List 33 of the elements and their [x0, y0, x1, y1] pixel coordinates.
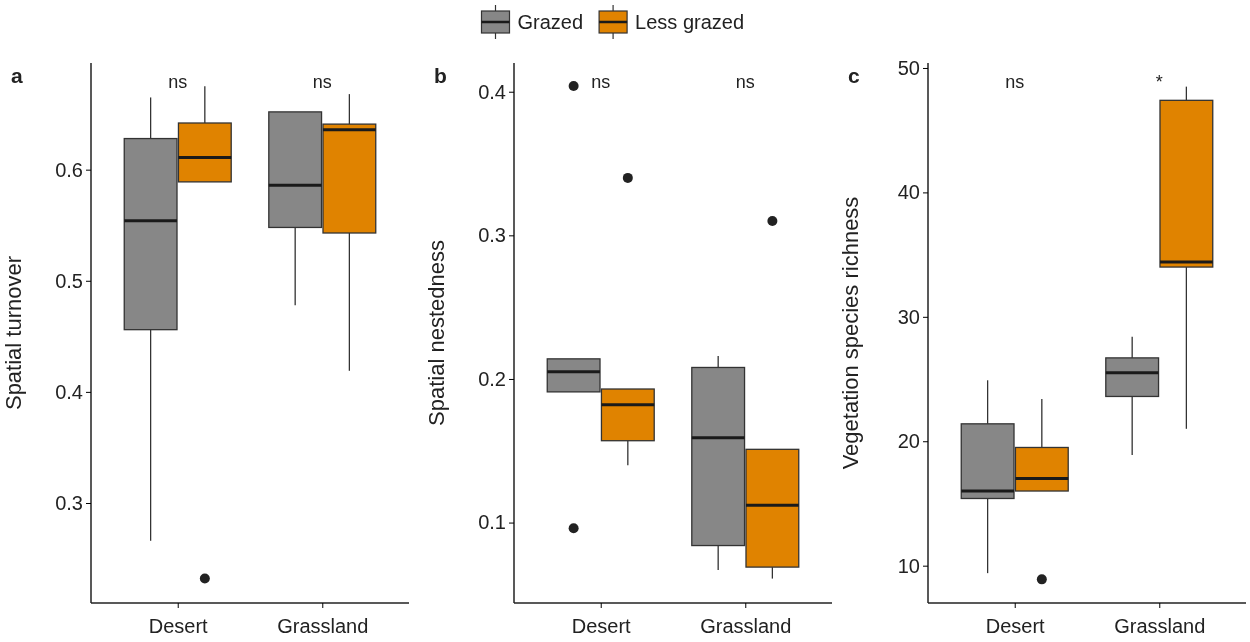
annotation: ns — [591, 72, 611, 92]
chart-title: c — [848, 64, 860, 87]
legend-label: Less grazed — [635, 11, 745, 33]
annotation: ns — [168, 72, 188, 92]
y-tick-label: 50 — [897, 56, 920, 79]
y-tick-label: 10 — [897, 554, 920, 577]
y-tick-label: 30 — [897, 305, 920, 328]
y-tick-label: 20 — [897, 430, 920, 453]
annotation: * — [1155, 72, 1163, 92]
chart-title: b — [434, 64, 447, 87]
chart-title: a — [11, 64, 23, 87]
x-tick-label: Desert — [571, 615, 632, 637]
x-tick-label: Grassland — [1114, 615, 1206, 637]
y-tick-label: 0.4 — [55, 380, 83, 403]
y-tick-label: 0.3 — [55, 491, 83, 514]
y-tick-label: 0.6 — [55, 158, 83, 181]
annotation: ns — [312, 72, 332, 92]
y-tick-label: 0.2 — [478, 367, 506, 390]
x-tick-label: Grassland — [277, 615, 369, 637]
y-tick-label: 0.1 — [478, 511, 506, 534]
legend-label: Grazed — [517, 11, 584, 33]
x-tick-label: Desert — [985, 615, 1046, 637]
y-axis-title: Vegetation species richness — [838, 196, 863, 470]
y-tick-label: 0.4 — [478, 80, 506, 103]
y-tick-label: 0.3 — [478, 224, 506, 247]
x-tick-label: Desert — [148, 615, 209, 637]
x-tick-label: Grassland — [700, 615, 792, 637]
y-tick-label: 0.5 — [55, 269, 83, 292]
annotation: ns — [735, 72, 755, 92]
y-axis-title: Spatial nestedness — [424, 240, 449, 426]
y-axis-title: Spatial turnover — [1, 255, 26, 411]
y-tick-label: 40 — [897, 181, 920, 204]
annotation: ns — [1005, 72, 1025, 92]
